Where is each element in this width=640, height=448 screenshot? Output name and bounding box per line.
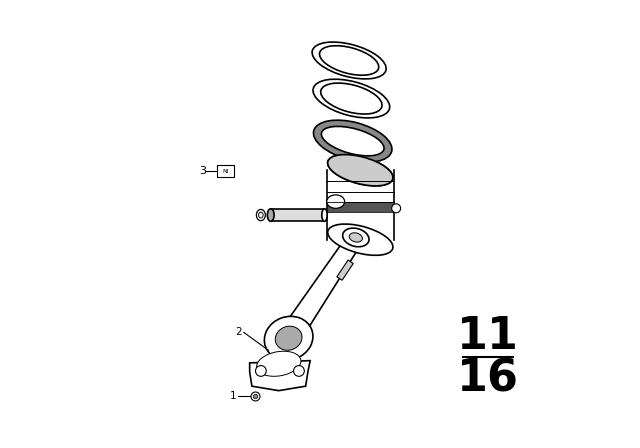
Ellipse shape — [349, 233, 362, 242]
Ellipse shape — [314, 120, 392, 162]
Text: 16: 16 — [457, 357, 519, 400]
Polygon shape — [337, 260, 353, 280]
Circle shape — [251, 392, 260, 401]
Text: 11: 11 — [457, 314, 519, 358]
Text: 2: 2 — [235, 327, 242, 337]
Circle shape — [294, 366, 305, 376]
Ellipse shape — [312, 42, 386, 79]
Ellipse shape — [321, 126, 384, 156]
Ellipse shape — [328, 155, 393, 186]
Text: 1: 1 — [230, 392, 236, 401]
Ellipse shape — [259, 212, 263, 218]
Ellipse shape — [328, 155, 393, 186]
Ellipse shape — [319, 46, 379, 75]
Ellipse shape — [275, 326, 302, 350]
Ellipse shape — [327, 195, 344, 208]
FancyBboxPatch shape — [218, 165, 234, 177]
Text: NI: NI — [222, 168, 228, 174]
Ellipse shape — [257, 210, 266, 221]
Polygon shape — [250, 361, 310, 391]
Polygon shape — [271, 209, 324, 221]
Ellipse shape — [268, 209, 274, 221]
Ellipse shape — [321, 83, 382, 114]
Ellipse shape — [264, 316, 313, 360]
Circle shape — [253, 394, 258, 399]
Circle shape — [392, 204, 401, 213]
Circle shape — [255, 366, 266, 376]
Ellipse shape — [257, 351, 301, 376]
Ellipse shape — [313, 79, 390, 118]
Ellipse shape — [322, 209, 327, 221]
Polygon shape — [327, 202, 394, 212]
Text: 3: 3 — [199, 166, 206, 176]
Ellipse shape — [342, 228, 369, 247]
Ellipse shape — [328, 224, 393, 255]
Polygon shape — [279, 233, 362, 345]
